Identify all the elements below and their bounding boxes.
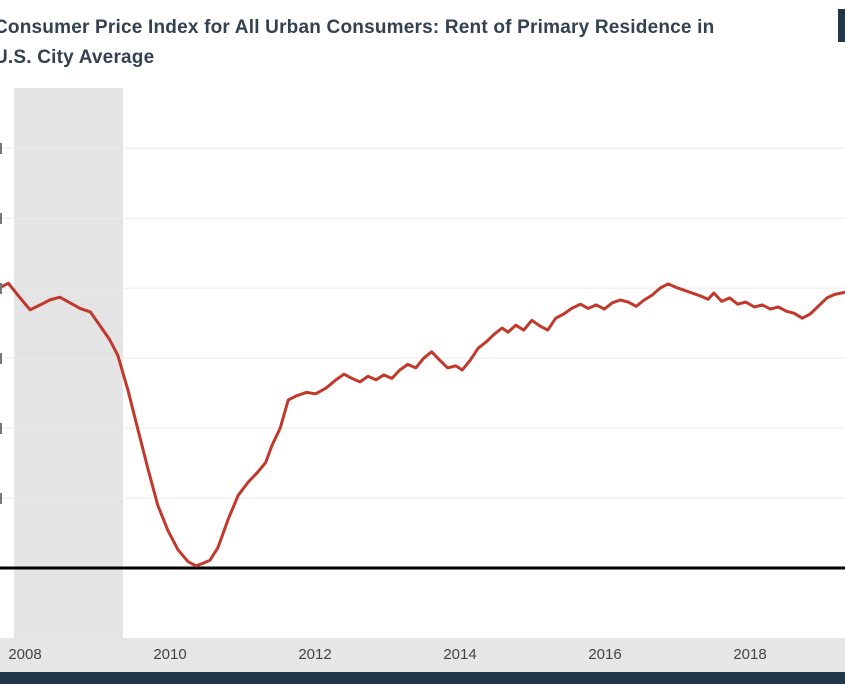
cropped-y-tick-label xyxy=(0,283,2,295)
cropped-y-tick-label xyxy=(0,143,2,155)
x-tick-label: 2010 xyxy=(153,646,187,663)
x-axis: 2008 2010 2012 2014 2016 2018 xyxy=(0,638,845,672)
cropped-y-tick-label xyxy=(0,493,2,505)
x-tick-label: 2014 xyxy=(443,646,477,663)
line-chart[interactable] xyxy=(0,88,845,638)
chart-title-line2: U.S. City Average xyxy=(0,47,155,68)
chart-title-line1: Consumer Price Index for All Urban Consu… xyxy=(0,17,715,38)
x-tick-label: 2016 xyxy=(588,646,622,663)
data-line xyxy=(0,281,845,568)
cropped-ui-element xyxy=(838,9,845,42)
recession-band xyxy=(14,88,123,638)
x-tick-label: 2012 xyxy=(298,646,332,663)
chart-title: Consumer Price Index for All Urban Consu… xyxy=(0,13,845,73)
cropped-y-tick-label xyxy=(0,353,2,365)
x-tick-label: 2018 xyxy=(733,646,767,663)
x-tick-label: 2008 xyxy=(8,646,42,663)
cropped-y-tick-label xyxy=(0,213,2,225)
cropped-y-tick-label xyxy=(0,423,2,435)
footer-bar xyxy=(0,672,845,684)
